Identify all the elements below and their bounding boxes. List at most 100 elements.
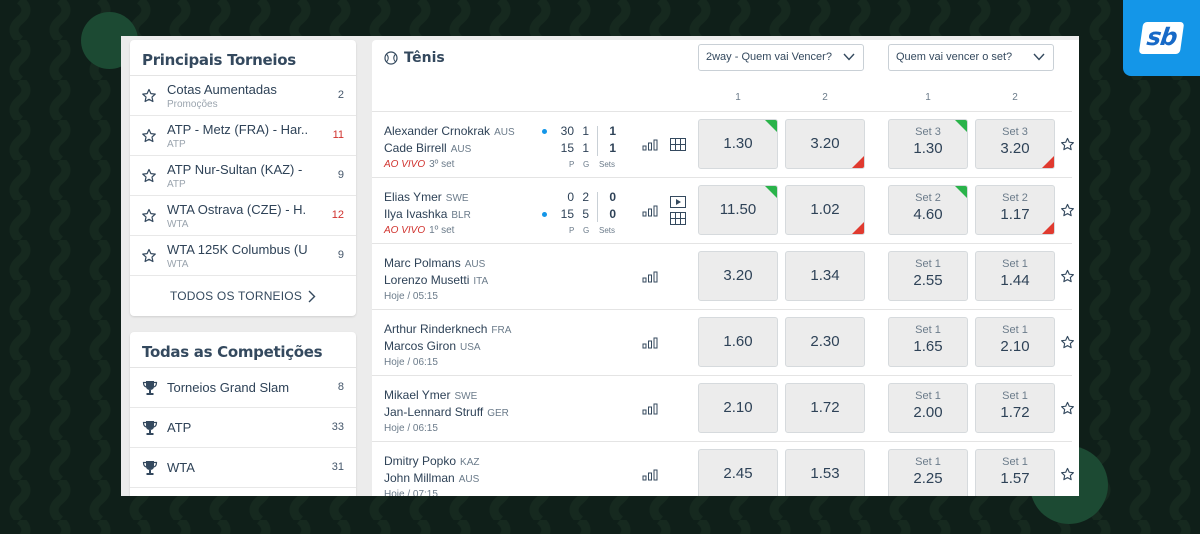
score-points: 30	[560, 124, 574, 138]
market-select-set[interactable]: Quem vai vencer o set?	[888, 44, 1054, 71]
odd-player-1[interactable]: 1.60	[698, 317, 778, 367]
competition-name: Torneios Grand Slam	[167, 380, 290, 395]
odd-value: 3.20	[723, 267, 753, 284]
stats-icon[interactable]	[642, 139, 658, 151]
star-icon[interactable]	[141, 168, 157, 184]
odd-player-2[interactable]: 1.53	[785, 449, 865, 496]
odd-player-2[interactable]: 3.20	[785, 119, 865, 169]
stats-icon[interactable]	[642, 469, 658, 481]
set-odd-player-2[interactable]: Set 2 1.17	[975, 185, 1055, 235]
score-games: 1	[582, 141, 589, 155]
brand-logo: sb	[1138, 22, 1185, 54]
star-icon[interactable]	[141, 88, 157, 104]
set-odd-player-2[interactable]: Set 1 1.57	[975, 449, 1055, 496]
odd-player-1[interactable]: 3.20	[698, 251, 778, 301]
set-odd-player-2[interactable]: Set 1 2.10	[975, 317, 1055, 367]
set-odd-player-1[interactable]: Set 1 2.00	[888, 383, 968, 433]
player-1[interactable]: Arthur Rinderknech FRA	[384, 322, 511, 336]
tournament-item[interactable]: ATP Nur-Sultan (KAZ) - ... ATP 9	[130, 156, 356, 196]
stats-icon[interactable]	[642, 403, 658, 415]
odd-player-2[interactable]: 1.34	[785, 251, 865, 301]
set-odd-player-2[interactable]: Set 1 1.44	[975, 251, 1055, 301]
player-name: Jan-Lennard Struff	[384, 405, 484, 419]
all-competitions-panel: Todas as Competições Torneios Grand Slam…	[130, 332, 356, 496]
set-label: Set 1	[1002, 324, 1028, 336]
stats-icon[interactable]	[642, 271, 658, 283]
tournament-category: Promoções	[167, 99, 218, 110]
player-2[interactable]: Marcos Giron USA	[384, 339, 481, 353]
set-odd-player-1[interactable]: Set 3 1.30	[888, 119, 968, 169]
star-icon[interactable]	[1060, 269, 1075, 284]
set-odd-player-1[interactable]: Set 1 2.55	[888, 251, 968, 301]
odd-value: 1.72	[810, 399, 840, 416]
score-sets: 1	[609, 141, 616, 155]
player-country: AUS	[494, 127, 515, 138]
star-icon[interactable]	[1060, 137, 1075, 152]
odd-player-1[interactable]: 1.30	[698, 119, 778, 169]
player-1[interactable]: Elias Ymer SWE	[384, 190, 469, 204]
player-2[interactable]: Lorenzo Musetti ITA	[384, 273, 488, 287]
competition-item[interactable]: Torneios Grand Slam 8	[130, 368, 356, 408]
player-country: USA	[460, 342, 481, 353]
set-label: Set 1	[1002, 456, 1028, 468]
tournament-count: 12	[331, 209, 344, 221]
odd-value: 1.30	[723, 135, 753, 152]
score-points: 15	[560, 207, 574, 221]
player-2[interactable]: John Millman AUS	[384, 471, 479, 485]
match-status: AO VIVO 3º set	[384, 159, 454, 170]
odd-player-1[interactable]: 2.10	[698, 383, 778, 433]
player-1[interactable]: Alexander Crnokrak AUS	[384, 124, 515, 138]
star-icon[interactable]	[141, 248, 157, 264]
odd-value: 11.50	[719, 201, 757, 218]
odd-player-2[interactable]: 1.02	[785, 185, 865, 235]
player-1[interactable]: Dmitry Popko KAZ	[384, 454, 479, 468]
star-icon[interactable]	[1060, 203, 1075, 218]
stats-icon[interactable]	[642, 205, 658, 217]
player-1[interactable]: Marc Polmans AUS	[384, 256, 485, 270]
tournament-item[interactable]: Cotas Aumentadas Promoções 2	[130, 76, 356, 116]
match-row: Elias Ymer SWE Ilya Ivashka BLR AO VIVO 1º se…	[372, 177, 1075, 243]
match-row: Alexander Crnokrak AUS Cade Birrell AUS AO V…	[372, 111, 1075, 177]
brand-badge[interactable]: sb	[1123, 0, 1200, 76]
star-icon[interactable]	[141, 208, 157, 224]
odd-player-1[interactable]: 11.50	[698, 185, 778, 235]
sport-title: Tênis	[404, 50, 445, 66]
odd-player-2[interactable]: 2.30	[785, 317, 865, 367]
star-icon[interactable]	[1060, 401, 1075, 416]
score-label-points: P	[569, 160, 575, 169]
market-select-winner[interactable]: 2way - Quem vai Vencer?	[698, 44, 864, 71]
set-label: Set 1	[1002, 390, 1028, 402]
tournament-name: ATP - Metz (FRA) - Har...	[167, 122, 307, 137]
chevron-down-icon	[1033, 53, 1045, 61]
competition-item[interactable]: WTA 31	[130, 448, 356, 488]
tournament-item[interactable]: WTA Ostrava (CZE) - H... WTA 12	[130, 196, 356, 236]
tournament-item[interactable]: WTA 125K Columbus (U... WTA 9	[130, 236, 356, 276]
play-icon[interactable]	[670, 196, 686, 208]
score-games: 2	[582, 190, 589, 204]
star-icon[interactable]	[141, 128, 157, 144]
player-name: Marc Polmans	[384, 256, 461, 270]
grid-icon[interactable]	[670, 138, 686, 151]
player-1[interactable]: Mikael Ymer SWE	[384, 388, 477, 402]
set-odd-player-1[interactable]: Set 1 2.25	[888, 449, 968, 496]
tournament-item[interactable]: ATP - Metz (FRA) - Har... ATP 11	[130, 116, 356, 156]
all-tournaments-button[interactable]: TODOS OS TORNEIOS	[130, 276, 356, 316]
player-2[interactable]: Jan-Lennard Struff GER	[384, 405, 509, 419]
odd-player-1[interactable]: 2.45	[698, 449, 778, 496]
competition-name: ATP	[167, 420, 192, 435]
star-icon[interactable]	[1060, 467, 1075, 482]
player-2[interactable]: Cade Birrell AUS	[384, 141, 471, 155]
grid-icon[interactable]	[670, 212, 686, 225]
competition-item[interactable]: ATP 33	[130, 408, 356, 448]
column-head-2: 2	[1012, 92, 1018, 103]
set-odd-player-1[interactable]: Set 2 4.60	[888, 185, 968, 235]
stats-icon[interactable]	[642, 337, 658, 349]
set-label: Set 1	[915, 324, 941, 336]
star-icon[interactable]	[1060, 335, 1075, 350]
odd-player-2[interactable]: 1.72	[785, 383, 865, 433]
set-label: Set 2	[915, 192, 941, 204]
set-odd-player-1[interactable]: Set 1 1.65	[888, 317, 968, 367]
player-2[interactable]: Ilya Ivashka BLR	[384, 207, 471, 221]
set-odd-player-2[interactable]: Set 3 3.20	[975, 119, 1055, 169]
set-odd-player-2[interactable]: Set 1 1.72	[975, 383, 1055, 433]
